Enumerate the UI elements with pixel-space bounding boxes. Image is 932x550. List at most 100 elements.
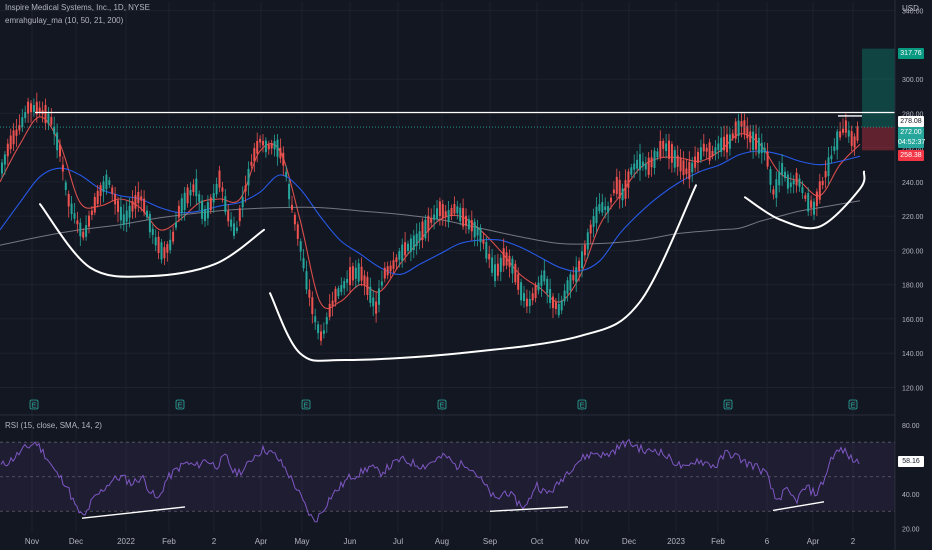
candle-body [813, 201, 815, 215]
candle-body [697, 151, 699, 163]
candle-body [189, 189, 192, 196]
candle-body [76, 220, 79, 225]
candle-body [621, 188, 624, 201]
candle-body [302, 258, 305, 269]
candle-body [276, 139, 279, 157]
candle-body [694, 156, 697, 168]
countdown-tag: 04:52:37 [898, 137, 926, 148]
indicator-legend[interactable]: emrahgulay_ma (10, 50, 21, 200) [5, 16, 124, 25]
drawings[interactable] [39, 115, 866, 362]
candle-body [644, 163, 647, 170]
rsi-legend[interactable]: RSI (15, close, SMA, 14, 2) [5, 421, 102, 430]
candle-body [291, 204, 293, 210]
candle-body [131, 201, 134, 212]
candle-body [444, 211, 447, 217]
candle-body [517, 274, 520, 290]
candle-body [175, 222, 177, 228]
candle-body [839, 131, 842, 138]
candle-body [262, 140, 264, 146]
earnings-badge [29, 399, 39, 410]
candle-body [38, 107, 41, 114]
candle-body [537, 282, 540, 291]
time-tick-label: Sep [483, 537, 498, 546]
candle-body [363, 275, 366, 285]
candle-body [601, 202, 604, 213]
drawn-arc-2 [269, 184, 697, 362]
earnings-letter: E [726, 403, 731, 410]
price-tick-label: 180.00 [902, 283, 924, 290]
candle-body [668, 140, 670, 159]
candle-body [485, 241, 488, 259]
candle-body [810, 200, 813, 208]
candle-body [833, 146, 836, 151]
position-tool[interactable] [862, 48, 895, 151]
candle-body [702, 143, 705, 152]
price-tick-label: 340.00 [902, 9, 924, 16]
candle-body [499, 257, 502, 272]
candle-body [508, 255, 511, 267]
candle-body [546, 278, 549, 294]
candle-body [418, 231, 421, 241]
candle-body [140, 196, 143, 201]
candle-body [108, 180, 111, 185]
time-tick-label: 2 [212, 537, 217, 546]
price-tick-label: 240.00 [902, 180, 924, 187]
candle-body [467, 219, 470, 230]
candle-body [351, 266, 354, 281]
candle-body [386, 266, 389, 276]
candle-body [856, 126, 859, 141]
grid [0, 2, 895, 532]
candle-body [322, 330, 325, 334]
candle-body [282, 152, 285, 166]
candle-body [679, 158, 682, 172]
candle-body [525, 298, 528, 307]
candle-body [699, 147, 702, 160]
candle-body [662, 140, 665, 149]
candle-body [450, 208, 453, 216]
candle-body [610, 197, 612, 203]
candle-body [24, 112, 27, 119]
candle-body [409, 238, 412, 252]
candle-body [436, 208, 438, 220]
rsi-divergence-line-3 [772, 501, 825, 512]
earnings-badge [301, 399, 311, 410]
rsi-tick-label: 40.00 [902, 492, 920, 499]
candle-body [731, 133, 734, 139]
candle-body [531, 293, 534, 301]
candle-body [125, 210, 128, 222]
rsi-line [0, 438, 860, 523]
candle-body [415, 233, 418, 246]
earnings-badge [175, 399, 185, 410]
earnings-letter: E [851, 403, 856, 410]
price-tick-label: 300.00 [902, 77, 924, 84]
candle-body [534, 285, 537, 299]
candle-body [772, 189, 775, 195]
rsi-tick-label: 20.00 [902, 527, 920, 534]
earnings-letter: E [440, 403, 445, 410]
candle-body [177, 205, 180, 218]
candle-body [293, 214, 296, 225]
candle-body [844, 120, 847, 133]
candle-body [154, 237, 157, 246]
candle-body [494, 264, 496, 281]
candle-body [311, 297, 314, 315]
candle-body [688, 161, 691, 180]
currency-label: USD [902, 4, 919, 13]
candle-body [285, 171, 288, 177]
candle-body [375, 301, 378, 314]
earnings-badge [848, 399, 858, 410]
candle-body [711, 150, 714, 157]
time-tick-label: Oct [531, 537, 544, 546]
candle-body [641, 161, 644, 167]
candle-body [169, 239, 172, 251]
price-tick-label: 160.00 [902, 317, 924, 324]
time-tick-label: May [294, 537, 309, 546]
candle-body [183, 192, 186, 210]
candle-body [665, 143, 668, 152]
candle-body [340, 285, 343, 292]
candle-body [21, 117, 24, 128]
candle-body [320, 331, 322, 341]
candle-body [595, 206, 598, 224]
